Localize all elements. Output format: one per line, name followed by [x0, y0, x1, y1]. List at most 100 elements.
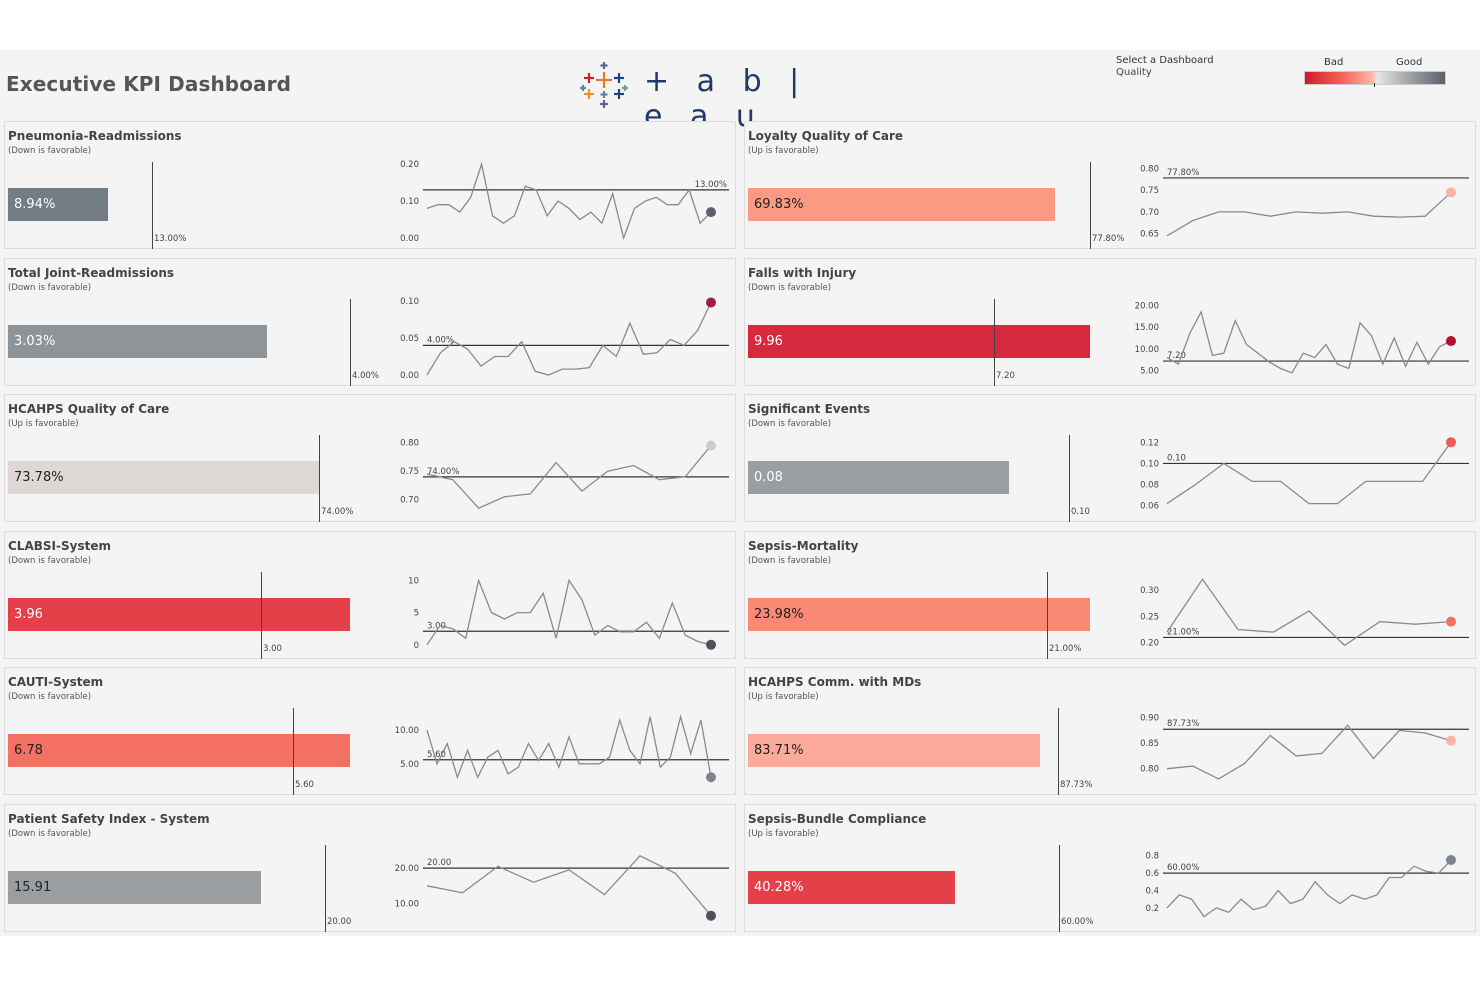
latest-value-dot[interactable] [706, 639, 716, 650]
kpi-panel[interactable]: Loyalty Quality of Care (Up is favorable)… [744, 121, 1476, 249]
kpi-target-label: 60.00% [1061, 917, 1094, 927]
kpi-value: 6.78 [14, 743, 43, 759]
kpi-bar[interactable]: 0.08 [748, 461, 1009, 495]
y-tick-label: 5.00 [400, 760, 419, 770]
kpi-trend-chart[interactable]: 5.00 10.00 15.00 20.00 7.20 [1115, 295, 1475, 379]
target-reference-label: 21.00% [1167, 627, 1199, 637]
kpi-trend-chart[interactable]: 10.00 20.00 20.00 [375, 841, 735, 925]
y-tick-label: 0.80 [400, 439, 419, 449]
kpi-panel[interactable]: Patient Safety Index - System (Down is fa… [4, 804, 736, 932]
kpi-trend-chart[interactable]: 0.80 0.85 0.90 87.73% [1115, 704, 1475, 788]
kpi-direction-note: (Up is favorable) [748, 692, 819, 703]
latest-value-dot[interactable] [706, 297, 716, 308]
latest-value-dot[interactable] [1446, 616, 1456, 627]
kpi-bar[interactable]: 8.94% [8, 188, 108, 221]
target-reference-label: 60.00% [1167, 863, 1199, 873]
page-title: Executive KPI Dashboard [6, 72, 292, 96]
kpi-panel[interactable]: Falls with Injury (Down is favorable) 9.96… [744, 257, 1476, 386]
y-tick-label: 0.10 [400, 297, 419, 307]
y-tick-label: 20.00 [1135, 301, 1159, 311]
kpi-title: Total Joint-Readmissions [8, 265, 175, 280]
kpi-target-line [1059, 845, 1060, 932]
y-tick-label: 0.70 [1140, 208, 1159, 218]
y-tick-label: 0.4 [1145, 887, 1159, 897]
target-reference-label: 4.00% [427, 335, 454, 345]
kpi-bar[interactable]: 3.96 [8, 597, 350, 631]
trend-line [1166, 309, 1452, 374]
y-tick-label: 0.65 [1140, 230, 1159, 240]
quality-legend[interactable]: Bad Good [1304, 57, 1446, 87]
kpi-bar[interactable]: 9.96 [748, 324, 1090, 358]
kpi-title: CLABSI-System [8, 538, 111, 553]
kpi-title: Sepsis-Bundle Compliance [748, 812, 927, 826]
kpi-trend-chart[interactable]: 0.20 0.25 0.30 21.00% [1115, 568, 1475, 652]
kpi-bar[interactable]: 83.71% [748, 734, 1040, 768]
tableau-logo: + a b | e a u [578, 60, 838, 134]
kpi-panel[interactable]: Significant Events (Down is favorable) 0.0… [744, 394, 1476, 523]
kpi-trend-chart[interactable]: 0.00 0.05 0.10 4.00% [375, 295, 735, 381]
kpi-panel[interactable]: Sepsis-Bundle Compliance (Up is favorable… [744, 804, 1476, 932]
kpi-bar[interactable]: 69.83% [748, 188, 1055, 221]
kpi-target-line [1047, 571, 1048, 659]
latest-value-dot[interactable] [706, 772, 716, 783]
legend-bad-label: Bad [1324, 57, 1344, 68]
kpi-title: Loyalty Quality of Care [748, 129, 904, 143]
latest-value-dot[interactable] [706, 910, 716, 921]
kpi-trend-chart[interactable]: 0 5 10 3.00 [375, 568, 735, 652]
kpi-target-label: 74.00% [321, 507, 354, 518]
latest-value-dot[interactable] [1446, 437, 1456, 448]
latest-value-dot[interactable] [706, 440, 716, 451]
kpi-bar[interactable]: 73.78% [8, 461, 319, 495]
kpi-bar[interactable]: 6.78 [8, 734, 350, 768]
kpi-panel[interactable]: Sepsis-Mortality (Down is favorable) 23.98… [744, 530, 1476, 659]
quality-selector-label: Select a Dashboard Quality [1116, 55, 1214, 79]
kpi-trend-chart[interactable]: 0.00 0.10 0.20 13.00% [375, 158, 735, 244]
kpi-bar[interactable]: 23.98% [748, 597, 1090, 631]
kpi-target-label: 13.00% [154, 234, 187, 244]
target-reference-label: 5.60 [427, 750, 446, 760]
kpi-bar[interactable]: 15.91 [8, 871, 261, 904]
kpi-bar[interactable]: 3.03% [8, 324, 267, 358]
y-tick-label: 0.80 [1140, 765, 1159, 775]
kpi-panel[interactable]: Total Joint-Readmissions (Down is favorab… [4, 257, 736, 386]
kpi-title: Falls with Injury [748, 265, 857, 280]
kpi-title: HCAHPS Comm. with MDs [748, 675, 922, 690]
kpi-direction-note: (Down is favorable) [748, 419, 832, 430]
kpi-trend-chart[interactable]: 0.06 0.08 0.10 0.12 0.10 [1115, 431, 1475, 515]
kpi-target-line [350, 298, 351, 386]
trend-line [426, 578, 712, 646]
kpi-trend-chart[interactable]: 0.2 0.4 0.6 0.8 60.00% [1115, 841, 1475, 925]
kpi-panel[interactable]: Pneumonia-Readmissions (Down is favorable… [4, 121, 736, 249]
kpi-target-line [1090, 162, 1091, 249]
kpi-value: 3.03% [14, 333, 56, 349]
kpi-panel[interactable]: CAUTI-System (Down is favorable) 6.78 5.60 5… [4, 667, 736, 796]
kpi-bar[interactable]: 40.28% [748, 871, 955, 904]
latest-value-dot[interactable] [1446, 736, 1456, 747]
latest-value-dot[interactable] [1446, 187, 1456, 198]
target-reference-label: 3.00 [427, 621, 446, 631]
latest-value-dot[interactable] [1446, 855, 1456, 866]
kpi-trend-chart[interactable]: 5.00 10.00 5.60 [375, 704, 735, 788]
kpi-value: 69.83% [754, 197, 804, 212]
kpi-target-line [1058, 708, 1059, 796]
kpi-trend-chart[interactable]: 0.70 0.75 0.80 74.00% [375, 431, 735, 515]
latest-value-dot[interactable] [1446, 335, 1456, 346]
target-reference-label: 77.80% [1167, 168, 1199, 178]
y-tick-label: 10 [408, 576, 419, 586]
y-tick-label: 20.00 [395, 864, 419, 874]
y-tick-label: 0.85 [1140, 740, 1159, 750]
kpi-title: Significant Events [748, 402, 871, 417]
target-reference-label: 13.00% [695, 180, 727, 190]
kpi-direction-note: (Down is favorable) [8, 555, 92, 566]
y-tick-label: 0.2 [1145, 904, 1159, 914]
kpi-panel[interactable]: CLABSI-System (Down is favorable) 3.96 3.00… [4, 530, 736, 659]
kpi-trend-chart[interactable]: 0.65 0.70 0.75 0.80 77.80% [1115, 158, 1475, 242]
latest-value-dot[interactable] [706, 207, 716, 218]
kpi-panel[interactable]: HCAHPS Comm. with MDs (Up is favorable) 83… [744, 667, 1476, 796]
dashboard: Executive KPI Dashboard + a b | e a u Se… [0, 50, 1480, 936]
kpi-panel[interactable]: HCAHPS Quality of Care (Up is favorable) 7… [4, 394, 736, 523]
legend-good-label: Good [1396, 57, 1423, 68]
trend-line [1166, 577, 1452, 647]
legend-gradient-bar[interactable] [1304, 71, 1446, 85]
y-tick-label: 0.75 [400, 467, 419, 477]
